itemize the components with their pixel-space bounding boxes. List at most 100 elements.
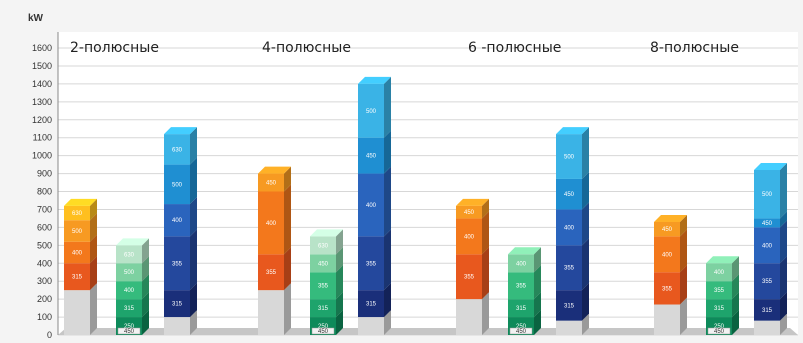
bar-segment-side — [90, 234, 97, 264]
floor-shadow — [58, 328, 798, 335]
bar-segment-side — [384, 229, 391, 291]
bar-segment — [706, 299, 732, 318]
bar-segment — [556, 134, 582, 179]
bar-post-side — [582, 313, 589, 335]
bar-category-tag — [311, 327, 335, 335]
bar-stack-green: 250 315 355 400 450 — [706, 256, 739, 335]
bar-segment — [64, 220, 90, 242]
bar-segment-label: 355 — [564, 266, 575, 272]
bar-post — [754, 320, 780, 335]
group-label: 4-полюсные — [262, 40, 351, 56]
bar-segment-label: 400 — [124, 288, 135, 294]
bar-segment-side — [482, 247, 489, 300]
y-axis-unit-label: kW — [28, 13, 44, 24]
bar-post — [654, 304, 680, 335]
bar-segment-label: 250 — [516, 324, 527, 330]
bar-stack-blue: 315 355 400 450 500 — [556, 127, 589, 335]
bar-segment-side — [284, 247, 291, 291]
bar-segment — [754, 227, 780, 264]
bar-segment — [456, 205, 482, 219]
bar-segment-side — [780, 211, 787, 228]
bar-segment-label: 630 — [124, 252, 135, 258]
bar-segment — [310, 236, 336, 255]
bar-segment-side — [142, 310, 149, 335]
bar-segment — [258, 191, 284, 255]
bar-segment — [556, 290, 582, 321]
bar-segment-label: 315 — [72, 275, 83, 281]
bar-segment-label: 355 — [714, 288, 725, 294]
bar-segment-label: 355 — [172, 261, 183, 267]
bar-segment-side — [680, 265, 687, 305]
bar-post — [258, 290, 284, 335]
y-tick-label: 500 — [37, 240, 52, 250]
group-labels: 2-полюсные 4-полюсные 6 -полюсные 8-полюсны… — [70, 40, 739, 56]
bar-stack-blue: 315 355 400 500 630 — [164, 127, 197, 335]
bar-segment-label: 250 — [714, 324, 725, 330]
bar-stack-orange: 355 400 450 — [654, 214, 687, 335]
bar-segment — [310, 254, 336, 273]
bar-stack-blue: 315 355 400 450 500 — [754, 162, 787, 335]
bar-segment — [310, 299, 336, 318]
bar-segment-label: 315 — [564, 303, 575, 309]
bar-segment — [64, 263, 90, 291]
bar-segment — [508, 272, 534, 300]
bar-stack-orange: 315 400 500 630 — [64, 198, 97, 335]
bar-segment-label: 315 — [366, 302, 377, 308]
group-label: 2-полюсные — [70, 40, 159, 56]
bar-segment-side — [336, 247, 343, 273]
bar-segment-label: 315 — [714, 306, 725, 312]
bar-segment-side — [732, 274, 739, 300]
bar-top-face — [754, 162, 787, 170]
bar-segment — [508, 299, 534, 318]
bar-segment — [164, 164, 190, 205]
y-tick-label: 100 — [37, 312, 52, 322]
bar-post — [358, 317, 384, 335]
bar-segment-label: 500 — [72, 229, 83, 235]
bar-segment-side — [90, 256, 97, 291]
bar-segment — [456, 254, 482, 300]
bar-segment-side — [680, 214, 687, 237]
bar-top-face — [508, 247, 541, 255]
bar-segment-side — [582, 283, 589, 321]
bar-top-face — [654, 214, 687, 222]
bar-segment-label: 450 — [762, 221, 773, 227]
bar-segment — [164, 134, 190, 165]
bar-segment-side — [284, 184, 291, 255]
bar-stack-blue: 315 355 400 450 500 — [358, 76, 391, 335]
bar-segment-label: 315 — [172, 302, 183, 308]
bar-segment-side — [732, 310, 739, 335]
y-tick-label: 700 — [37, 204, 52, 214]
bar-segment — [164, 290, 190, 318]
bar-segment-label: 400 — [72, 250, 83, 256]
bar-segment-label: 315 — [516, 306, 527, 312]
bar-segment-side — [336, 265, 343, 300]
bar-segment-side — [142, 292, 149, 318]
bar-segment-side — [732, 256, 739, 282]
bar-category-label: 450 — [714, 329, 725, 335]
bar-segment-label: 630 — [172, 147, 183, 153]
bar-stack-orange: 355 400 450 — [258, 166, 291, 335]
bar-segment-side — [384, 283, 391, 318]
bar-segment-side — [780, 292, 787, 321]
bar-segment-label: 315 — [124, 306, 135, 312]
bar-segment — [706, 263, 732, 282]
bar-top-face — [358, 76, 391, 84]
bar-segment-label: 355 — [266, 270, 277, 276]
chart-floor — [58, 328, 798, 335]
bar-segment-label: 250 — [124, 324, 135, 330]
bar-post-side — [482, 292, 489, 335]
bar-segment-side — [384, 166, 391, 237]
bar-segment-side — [90, 213, 97, 242]
bar-segment — [116, 263, 142, 282]
bar-segment-side — [582, 171, 589, 210]
bar-post-side — [384, 310, 391, 335]
bar-segment — [508, 254, 534, 273]
bar-segment — [358, 236, 384, 291]
bar-segment-label: 450 — [318, 261, 329, 267]
y-tick-label: 800 — [37, 187, 52, 197]
bar-stack-green: 250 315 400 500 630 450 — [116, 238, 149, 335]
bar-segment — [556, 245, 582, 291]
bar-segment — [116, 245, 142, 264]
bar-top-face — [116, 238, 149, 246]
